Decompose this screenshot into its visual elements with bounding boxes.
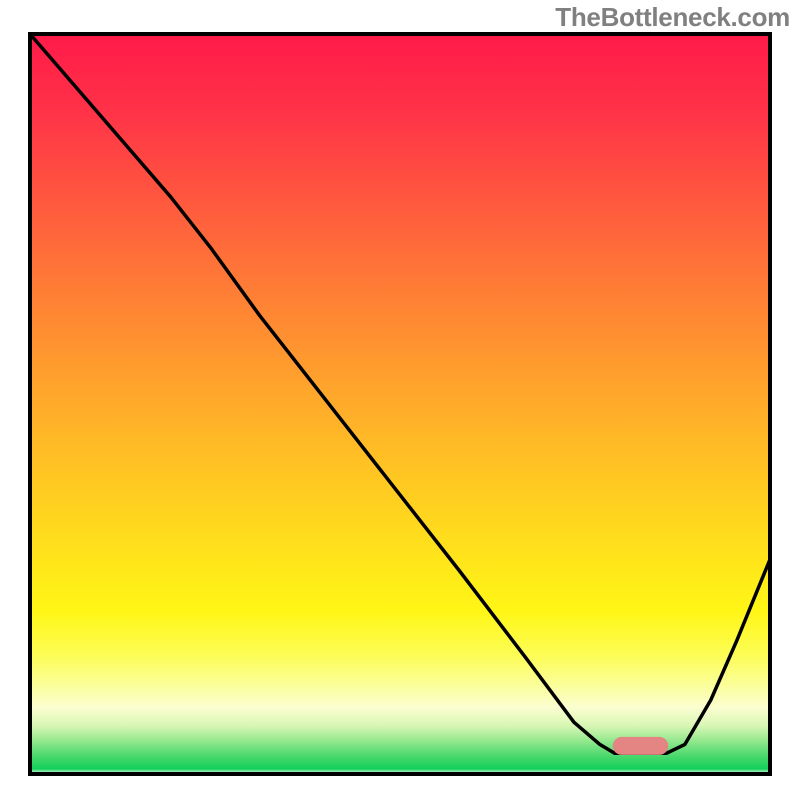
- plot-background: [30, 34, 770, 774]
- chart-container: TheBottleneck.com: [0, 0, 800, 800]
- bottleneck-chart: [0, 0, 800, 800]
- optimal-marker: [613, 737, 669, 755]
